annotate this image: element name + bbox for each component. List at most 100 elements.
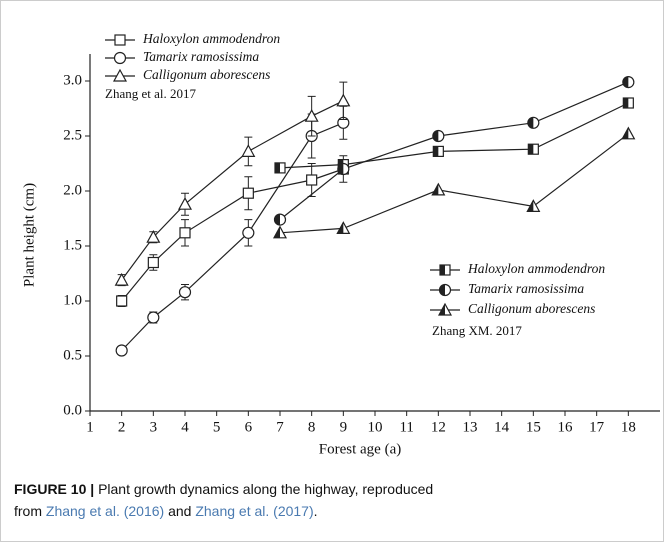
marker <box>241 144 256 157</box>
legend-label: Tamarix ramosissima <box>143 49 259 64</box>
marker <box>112 68 128 82</box>
marker-part <box>113 51 127 65</box>
caption-label: FIGURE 10 | <box>14 481 94 497</box>
caption-link[interactable]: Zhang et al. (2017) <box>195 503 313 519</box>
x-tick-label: 7 <box>276 419 284 435</box>
marker-part <box>433 146 439 157</box>
marker <box>179 227 191 239</box>
x-tick-label: 2 <box>118 419 126 435</box>
marker <box>114 34 126 46</box>
marker-part <box>275 162 280 173</box>
y-axis-label: Plant height (cm) <box>21 183 37 287</box>
y-tick-label: 3.0 <box>63 72 82 88</box>
marker <box>242 226 255 239</box>
marker-part <box>112 68 128 82</box>
legend-label: Calligonum aborescens <box>143 67 270 82</box>
legend-label: Haloxylon ammodendron <box>142 31 280 46</box>
marker <box>438 283 452 297</box>
marker <box>177 196 193 210</box>
marker <box>273 213 287 226</box>
marker <box>439 264 451 276</box>
x-tick-label: 8 <box>308 419 316 435</box>
y-tick-label: 0.0 <box>63 402 82 418</box>
marker-part <box>147 311 160 324</box>
marker-part <box>304 108 319 122</box>
series-line <box>279 102 629 169</box>
marker <box>242 187 254 199</box>
caption-text: . <box>314 503 318 519</box>
marker <box>115 344 128 357</box>
marker <box>147 311 160 324</box>
annotation: Zhang et al. 2017 <box>105 86 196 101</box>
marker-part <box>114 272 129 286</box>
caption-text: from <box>14 503 42 519</box>
y-tick-label: 2.5 <box>63 127 82 143</box>
marker-part <box>527 200 534 212</box>
marker <box>431 182 446 196</box>
x-tick-label: 13 <box>463 419 478 435</box>
marker <box>146 229 161 243</box>
marker <box>336 93 351 107</box>
marker <box>147 256 159 269</box>
marker-part <box>440 265 445 275</box>
caption-line: from Zhang et al. (2016) and Zhang et al… <box>14 503 318 519</box>
marker-part <box>116 295 128 307</box>
marker-part <box>623 98 629 108</box>
marker-part <box>439 304 445 315</box>
marker-part <box>179 227 191 239</box>
marker <box>178 286 192 299</box>
x-tick-label: 1 <box>86 419 94 435</box>
y-tick-label: 2.0 <box>63 182 82 198</box>
marker <box>116 295 128 307</box>
marker-part <box>337 222 344 234</box>
marker-part <box>274 226 280 238</box>
marker-part <box>622 127 629 139</box>
legend-label: Haloxylon ammodendron <box>467 261 605 276</box>
marker <box>527 116 540 129</box>
marker-part <box>242 226 255 239</box>
marker <box>304 108 319 122</box>
marker-part <box>432 130 439 142</box>
series-line <box>121 100 344 281</box>
x-tick-label: 5 <box>213 419 221 435</box>
caption-text: and <box>168 503 191 519</box>
legend-label: Tamarix ramosissima <box>468 281 584 296</box>
marker <box>272 225 288 239</box>
x-axis-label: Forest age (a) <box>319 441 401 457</box>
marker-part <box>274 214 280 226</box>
y-tick-label: 0.5 <box>63 347 82 363</box>
marker <box>526 199 541 212</box>
marker-part <box>306 174 318 186</box>
marker-part <box>622 76 629 88</box>
marker-part <box>432 183 439 195</box>
marker <box>432 145 444 157</box>
x-tick-label: 3 <box>150 419 158 435</box>
marker-part <box>439 284 445 296</box>
marker-part <box>336 93 351 107</box>
x-tick-label: 12 <box>431 419 446 435</box>
marker <box>622 97 634 109</box>
x-tick-label: 11 <box>399 419 413 435</box>
x-tick-label: 16 <box>558 419 574 435</box>
marker <box>113 51 127 65</box>
marker <box>527 143 539 155</box>
marker-part <box>177 196 193 210</box>
marker-part <box>115 344 128 357</box>
marker-part <box>527 117 534 129</box>
marker-part <box>147 256 159 269</box>
marker-part <box>337 163 344 175</box>
marker-part <box>114 34 126 46</box>
marker <box>437 302 453 316</box>
marker-part <box>242 187 254 199</box>
marker-part <box>528 144 534 155</box>
y-tick-label: 1.5 <box>63 237 82 253</box>
marker <box>336 221 351 234</box>
marker <box>337 162 350 176</box>
marker-part <box>241 144 256 157</box>
marker-part <box>146 229 161 243</box>
marker <box>274 162 286 174</box>
caption-link[interactable]: Zhang et al. (2016) <box>46 503 164 519</box>
marker <box>621 126 636 140</box>
x-tick-label: 15 <box>526 419 541 435</box>
